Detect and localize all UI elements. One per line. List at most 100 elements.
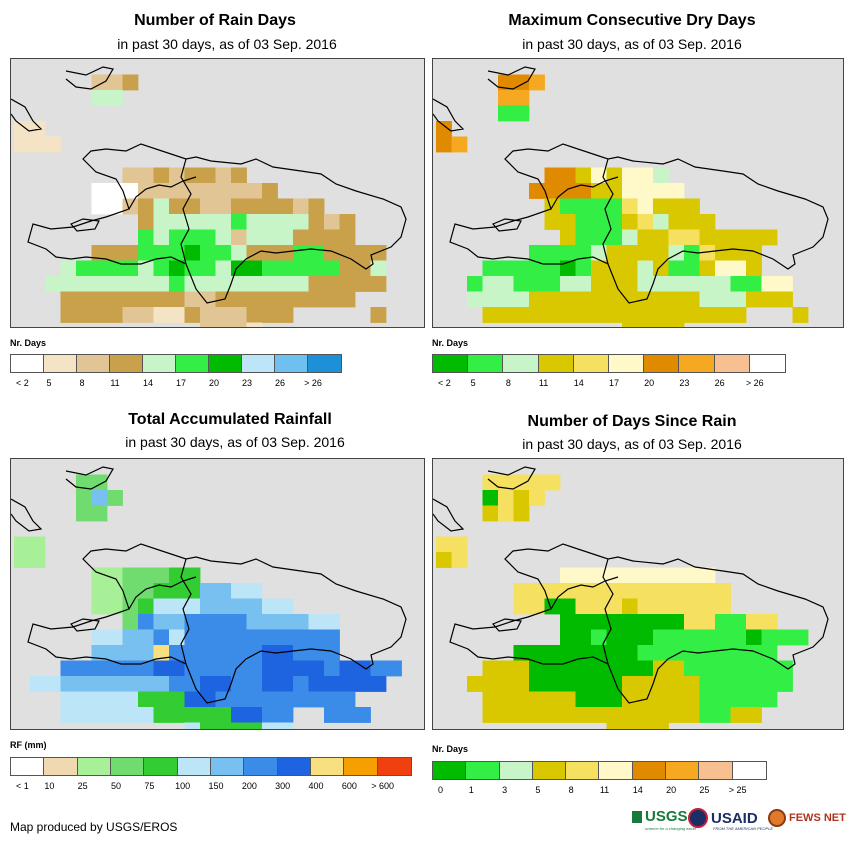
rain-days-map [10,58,425,328]
grid-cell [761,229,778,246]
panel-1-legend-title: Nr. Days [10,338,47,348]
northwest-island [487,66,536,90]
legend-label: 23 [679,378,690,388]
legend-swatch [499,762,533,779]
grid-cell [730,676,747,692]
grid-cell [653,198,669,215]
grid-cell [231,245,247,261]
cuba-coast [433,98,465,132]
grid-cell [715,260,731,277]
grid-cell [169,307,185,323]
grid-cell [277,629,294,646]
grid-cell [606,167,623,184]
grid-cell [637,229,654,246]
grid-cell [138,629,154,646]
legend-label: 200 [241,781,257,791]
grid-cell [715,245,731,261]
grid-cell [637,583,654,599]
legend-swatch [679,355,715,372]
grid-cell [215,583,232,599]
legend-label: < 2 [16,378,29,388]
grid-cell [169,183,185,199]
legend-label: 3 [502,785,508,795]
grid-cell [215,307,232,323]
grid-cell [215,198,232,215]
grid-cell [529,676,545,692]
grid-cell [482,490,499,506]
grid-cell [637,567,654,584]
grid-cell [169,291,185,308]
grid-cell [591,598,607,615]
grid-cell [606,245,623,261]
panel-4-legend-title: Nr. Days [432,744,469,754]
grid-cell [122,645,139,661]
grid-cell [482,276,499,292]
grid-cell [262,660,278,677]
grid-cell [60,691,77,708]
legend-swatch [177,758,211,775]
grid-cell [169,629,185,646]
grid-cell [29,676,46,692]
grid-cell [246,183,263,199]
grid-cell [200,614,216,630]
grid-cell [668,229,685,246]
grid-cell [339,660,356,677]
grid-cell [575,276,592,292]
grid-cell [107,660,123,677]
grid-cell [467,676,483,692]
fews-seal-icon [768,809,786,827]
grid-cell [715,691,731,708]
grid-cell [246,707,263,723]
grid-cell [324,614,340,630]
grid-cell [76,505,92,522]
grid-cell [200,691,216,708]
grid-cell [498,490,514,506]
grid-cell [730,645,747,661]
grid-cell [529,260,545,277]
grid-cell [482,505,499,522]
grid-cell [513,691,530,708]
grid-cell [482,291,499,308]
grid-cell [730,291,747,308]
grid-cell [761,276,778,292]
legend-label: 14 [573,378,584,388]
grid-cell [560,567,576,584]
grid-cell [200,291,216,308]
panel-4-subtitle: in past 30 days, as of 03 Sep. 2016 [522,436,742,452]
grid-cell [575,307,592,323]
grid-cell [138,583,154,599]
legend-swatch [714,355,750,372]
grid-cell [324,291,340,308]
grid-cell [730,276,747,292]
grid-cell [622,691,638,708]
grid-cell [293,198,309,215]
legend-swatch [344,758,378,775]
grid-cell [60,260,77,277]
grid-cell [684,567,700,584]
legend-swatch [433,355,469,372]
grid-cell [91,198,108,215]
legend-label: 5 [46,378,52,388]
grid-cell [200,676,216,692]
grid-cell [529,183,545,199]
gonave-island [70,218,100,232]
grid-cell [591,645,607,661]
grid-cell [699,229,716,246]
grid-cell [76,676,92,692]
legend-swatch [210,758,245,775]
grid-cell [122,307,139,323]
legend-swatch [110,355,143,372]
usaid-logo-text: USAID [711,809,758,827]
legend-swatch [532,762,567,779]
legend-swatch [44,355,77,372]
grid-cell [153,583,170,599]
grid-cell [122,167,139,184]
gonave-island [492,618,522,632]
grid-cell [184,276,201,292]
grid-cell [606,676,623,692]
grid-cell [653,645,669,661]
grid-cell [746,276,762,292]
legend-swatch [468,355,504,372]
grid-cell [513,707,530,723]
grid-cell [575,291,592,308]
